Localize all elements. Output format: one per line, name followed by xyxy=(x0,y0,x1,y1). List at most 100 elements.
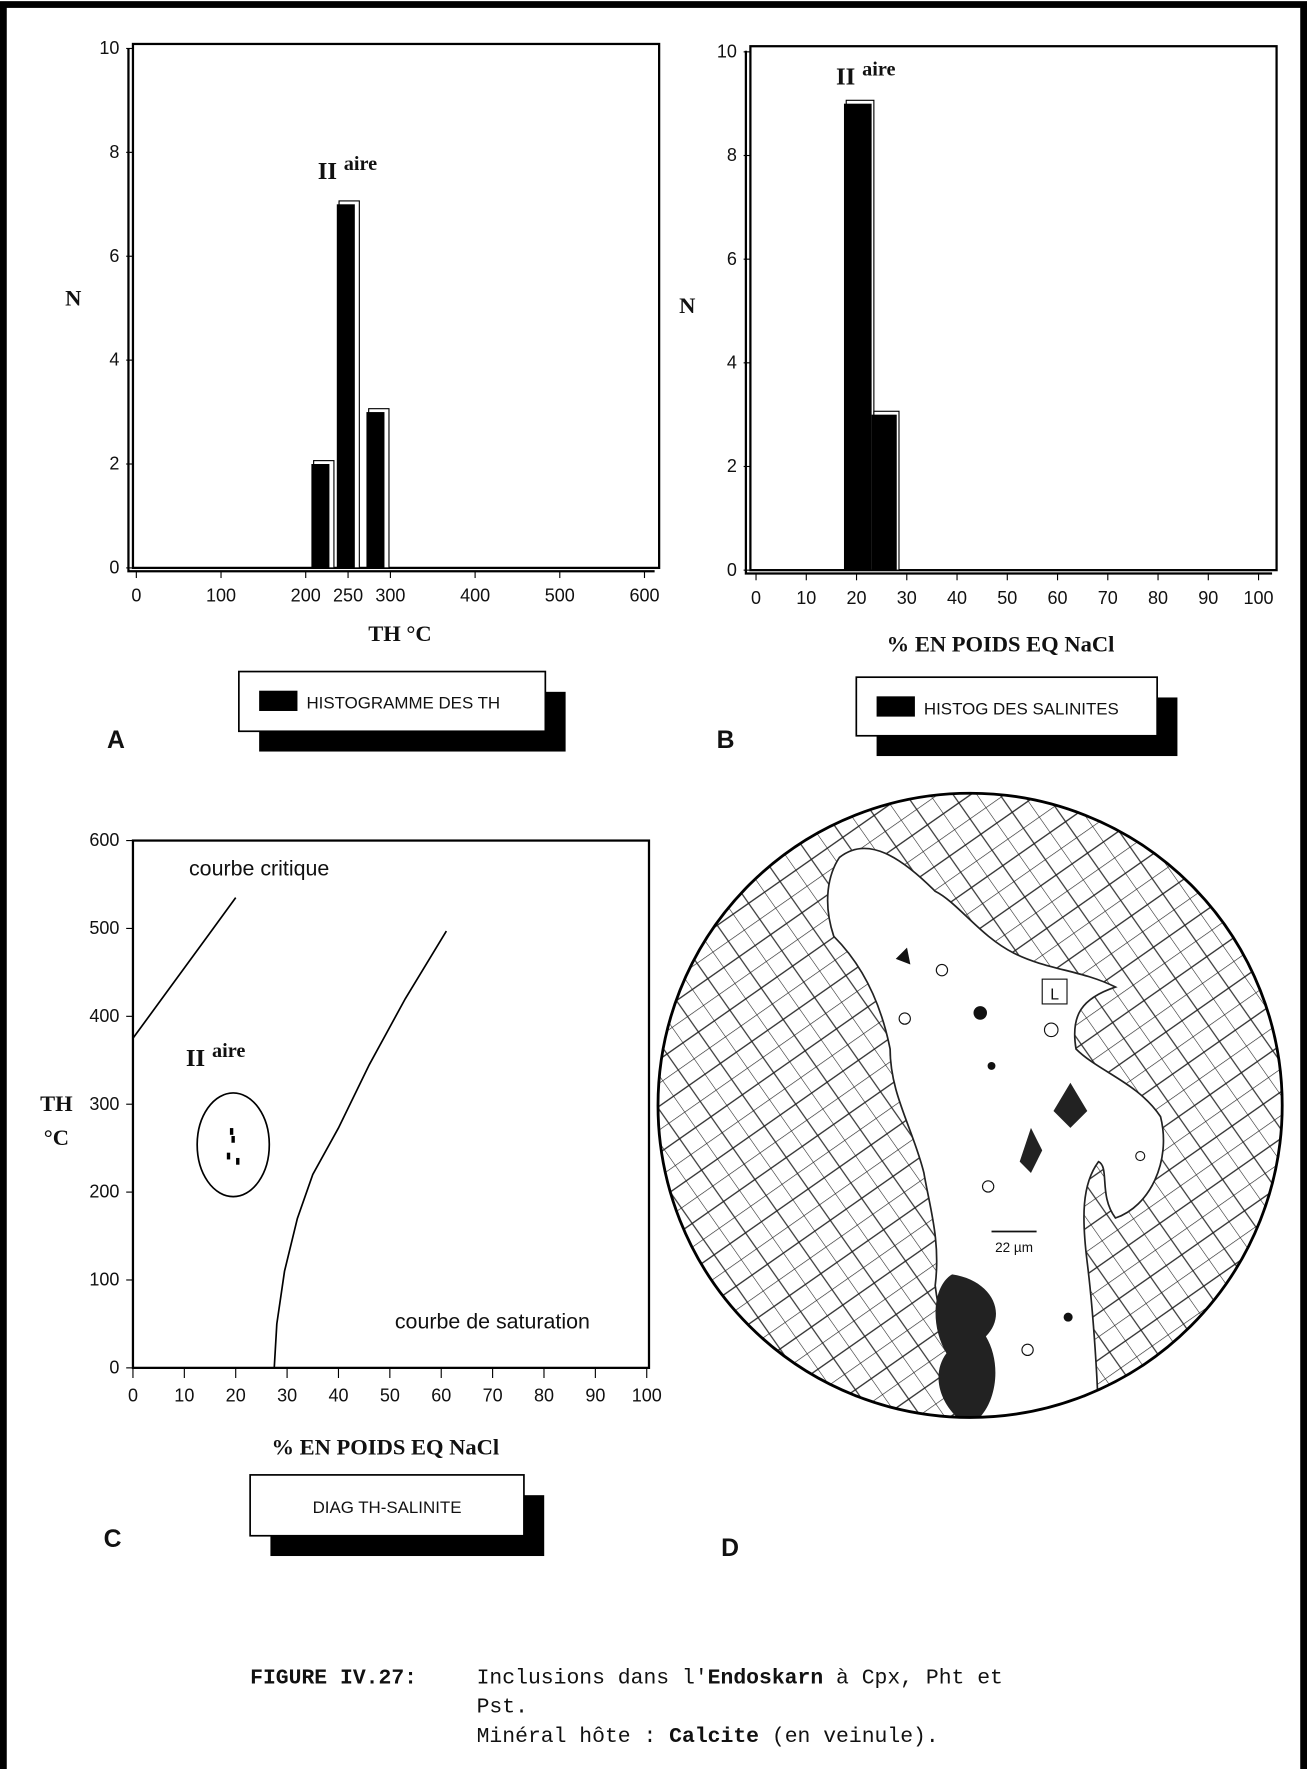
legend-swatch xyxy=(876,696,915,717)
caption-text: (en veinule). xyxy=(759,1725,939,1749)
axis-shadow xyxy=(127,48,655,573)
curve-label: courbe critique xyxy=(189,856,329,880)
x-tick-label: 60 xyxy=(431,1386,451,1406)
bar xyxy=(366,412,385,568)
x-tick-label: 200 xyxy=(291,586,321,606)
y-tick-label: 600 xyxy=(89,830,119,850)
y-tick-label: 10 xyxy=(99,38,119,58)
legend-label: HISTOG DES SALINITES xyxy=(924,699,1119,718)
caption-number: FIGURE IV.27: xyxy=(250,1666,417,1690)
caption-line: Pst. xyxy=(477,1696,528,1720)
x-axis-label: % EN POIDS EQ NaCl xyxy=(271,1435,499,1460)
bar xyxy=(843,103,872,571)
x-tick-label: 0 xyxy=(751,588,761,608)
x-tick-label: 80 xyxy=(1148,588,1168,608)
caption: FIGURE IV.27: Inclusions dans l'Endoskar… xyxy=(250,1666,1003,1749)
annotation-text: II xyxy=(318,158,337,185)
x-tick-label: 400 xyxy=(460,586,490,606)
annotation-sup: aire xyxy=(212,1040,245,1062)
x-tick-label: 600 xyxy=(629,586,659,606)
annotation-text: II xyxy=(836,64,855,91)
bar xyxy=(336,204,355,568)
curve xyxy=(273,930,448,1368)
chart: 0 100 200 300 400 500 600 0 10 20 30 40 50 60 70 80 90 10… xyxy=(40,830,662,1557)
x-tick-label: 20 xyxy=(847,588,867,608)
y-tick-label: 8 xyxy=(109,142,119,162)
y-axis-label: N xyxy=(65,285,81,310)
caption-text: à Cpx, Pht et xyxy=(823,1666,1003,1690)
annotation: II aire xyxy=(186,1040,245,1072)
y-tick-label: 6 xyxy=(109,246,119,266)
x-tick-label: 250 xyxy=(333,586,363,606)
y-tick-label: 10 xyxy=(717,41,737,61)
x-tick-label: 0 xyxy=(131,586,141,606)
plot-frame xyxy=(749,45,1278,572)
caption-line: Minéral hôte : Calcite (en veinule). xyxy=(477,1725,939,1749)
annotation-sup: aire xyxy=(862,59,895,81)
y-tick-label: 4 xyxy=(727,352,737,372)
x-tick-label: 70 xyxy=(483,1386,503,1406)
caption-text: Endoskarn xyxy=(708,1666,824,1690)
x-tick-label: 60 xyxy=(1048,588,1068,608)
axis-shadow xyxy=(744,50,1273,575)
x-tick-label: 10 xyxy=(796,588,816,608)
y-tick-label: 4 xyxy=(109,350,119,370)
bar xyxy=(871,414,897,571)
y-tick-label: 200 xyxy=(89,1182,119,1202)
bar xyxy=(311,464,330,568)
x-tick-label: 0 xyxy=(128,1386,138,1406)
point xyxy=(229,1128,234,1135)
y-tick-label: 8 xyxy=(727,145,737,165)
annotation-text: II xyxy=(186,1045,205,1072)
x-tick-label: 50 xyxy=(380,1386,400,1406)
x-tick-label: 70 xyxy=(1098,588,1118,608)
x-tick-label: 40 xyxy=(947,588,967,608)
y-tick-label: 300 xyxy=(89,1094,119,1114)
y-tick-label: 0 xyxy=(727,560,737,580)
legend-label: HISTOGRAMME DES TH xyxy=(306,694,500,713)
panel-letter: B xyxy=(717,727,735,754)
x-tick-label: 10 xyxy=(174,1386,194,1406)
panel-letter: A xyxy=(107,727,125,754)
legend-box xyxy=(249,1474,525,1537)
x-tick-label: 50 xyxy=(997,588,1017,608)
y-tick-label: 0 xyxy=(109,558,119,578)
y-axis-label: °C xyxy=(44,1125,69,1150)
x-tick-label: 100 xyxy=(1244,588,1274,608)
x-tick-label: 30 xyxy=(277,1386,297,1406)
x-tick-label: 20 xyxy=(226,1386,246,1406)
caption-text: Minéral hôte : xyxy=(477,1725,670,1749)
x-tick-label: 90 xyxy=(585,1386,605,1406)
x-tick-label: 100 xyxy=(632,1386,662,1406)
x-axis-label: % EN POIDS EQ NaCl xyxy=(887,631,1115,656)
plot-frame xyxy=(131,42,661,570)
figure-d: L 22 µm D xyxy=(656,791,1284,1562)
legend-swatch xyxy=(259,690,298,711)
point xyxy=(231,1135,235,1143)
x-tick-label: 30 xyxy=(897,588,917,608)
x-tick-label: 40 xyxy=(328,1386,348,1406)
curve-label: courbe de saturation xyxy=(395,1309,590,1333)
x-tick-label: 300 xyxy=(375,586,405,606)
x-axis-label: TH °C xyxy=(368,621,431,646)
y-tick-label: 400 xyxy=(89,1006,119,1026)
y-axis-label: TH xyxy=(40,1091,73,1116)
legend-label: DIAG TH-SALINITE xyxy=(313,1498,462,1517)
annotation: II aire xyxy=(318,153,377,185)
y-tick-label: 100 xyxy=(89,1270,119,1290)
curve xyxy=(132,897,237,1039)
y-axis-label: N xyxy=(679,293,695,318)
group-ellipse xyxy=(196,1092,271,1198)
panel-letter: D xyxy=(721,1535,739,1562)
x-tick-label: 90 xyxy=(1198,588,1218,608)
y-tick-label: 6 xyxy=(727,249,737,269)
x-tick-label: 80 xyxy=(534,1386,554,1406)
y-tick-label: 2 xyxy=(109,454,119,474)
y-tick-label: 0 xyxy=(109,1357,119,1377)
figure-label: L xyxy=(1050,986,1059,1003)
scale-label: 22 µm xyxy=(995,1240,1033,1255)
